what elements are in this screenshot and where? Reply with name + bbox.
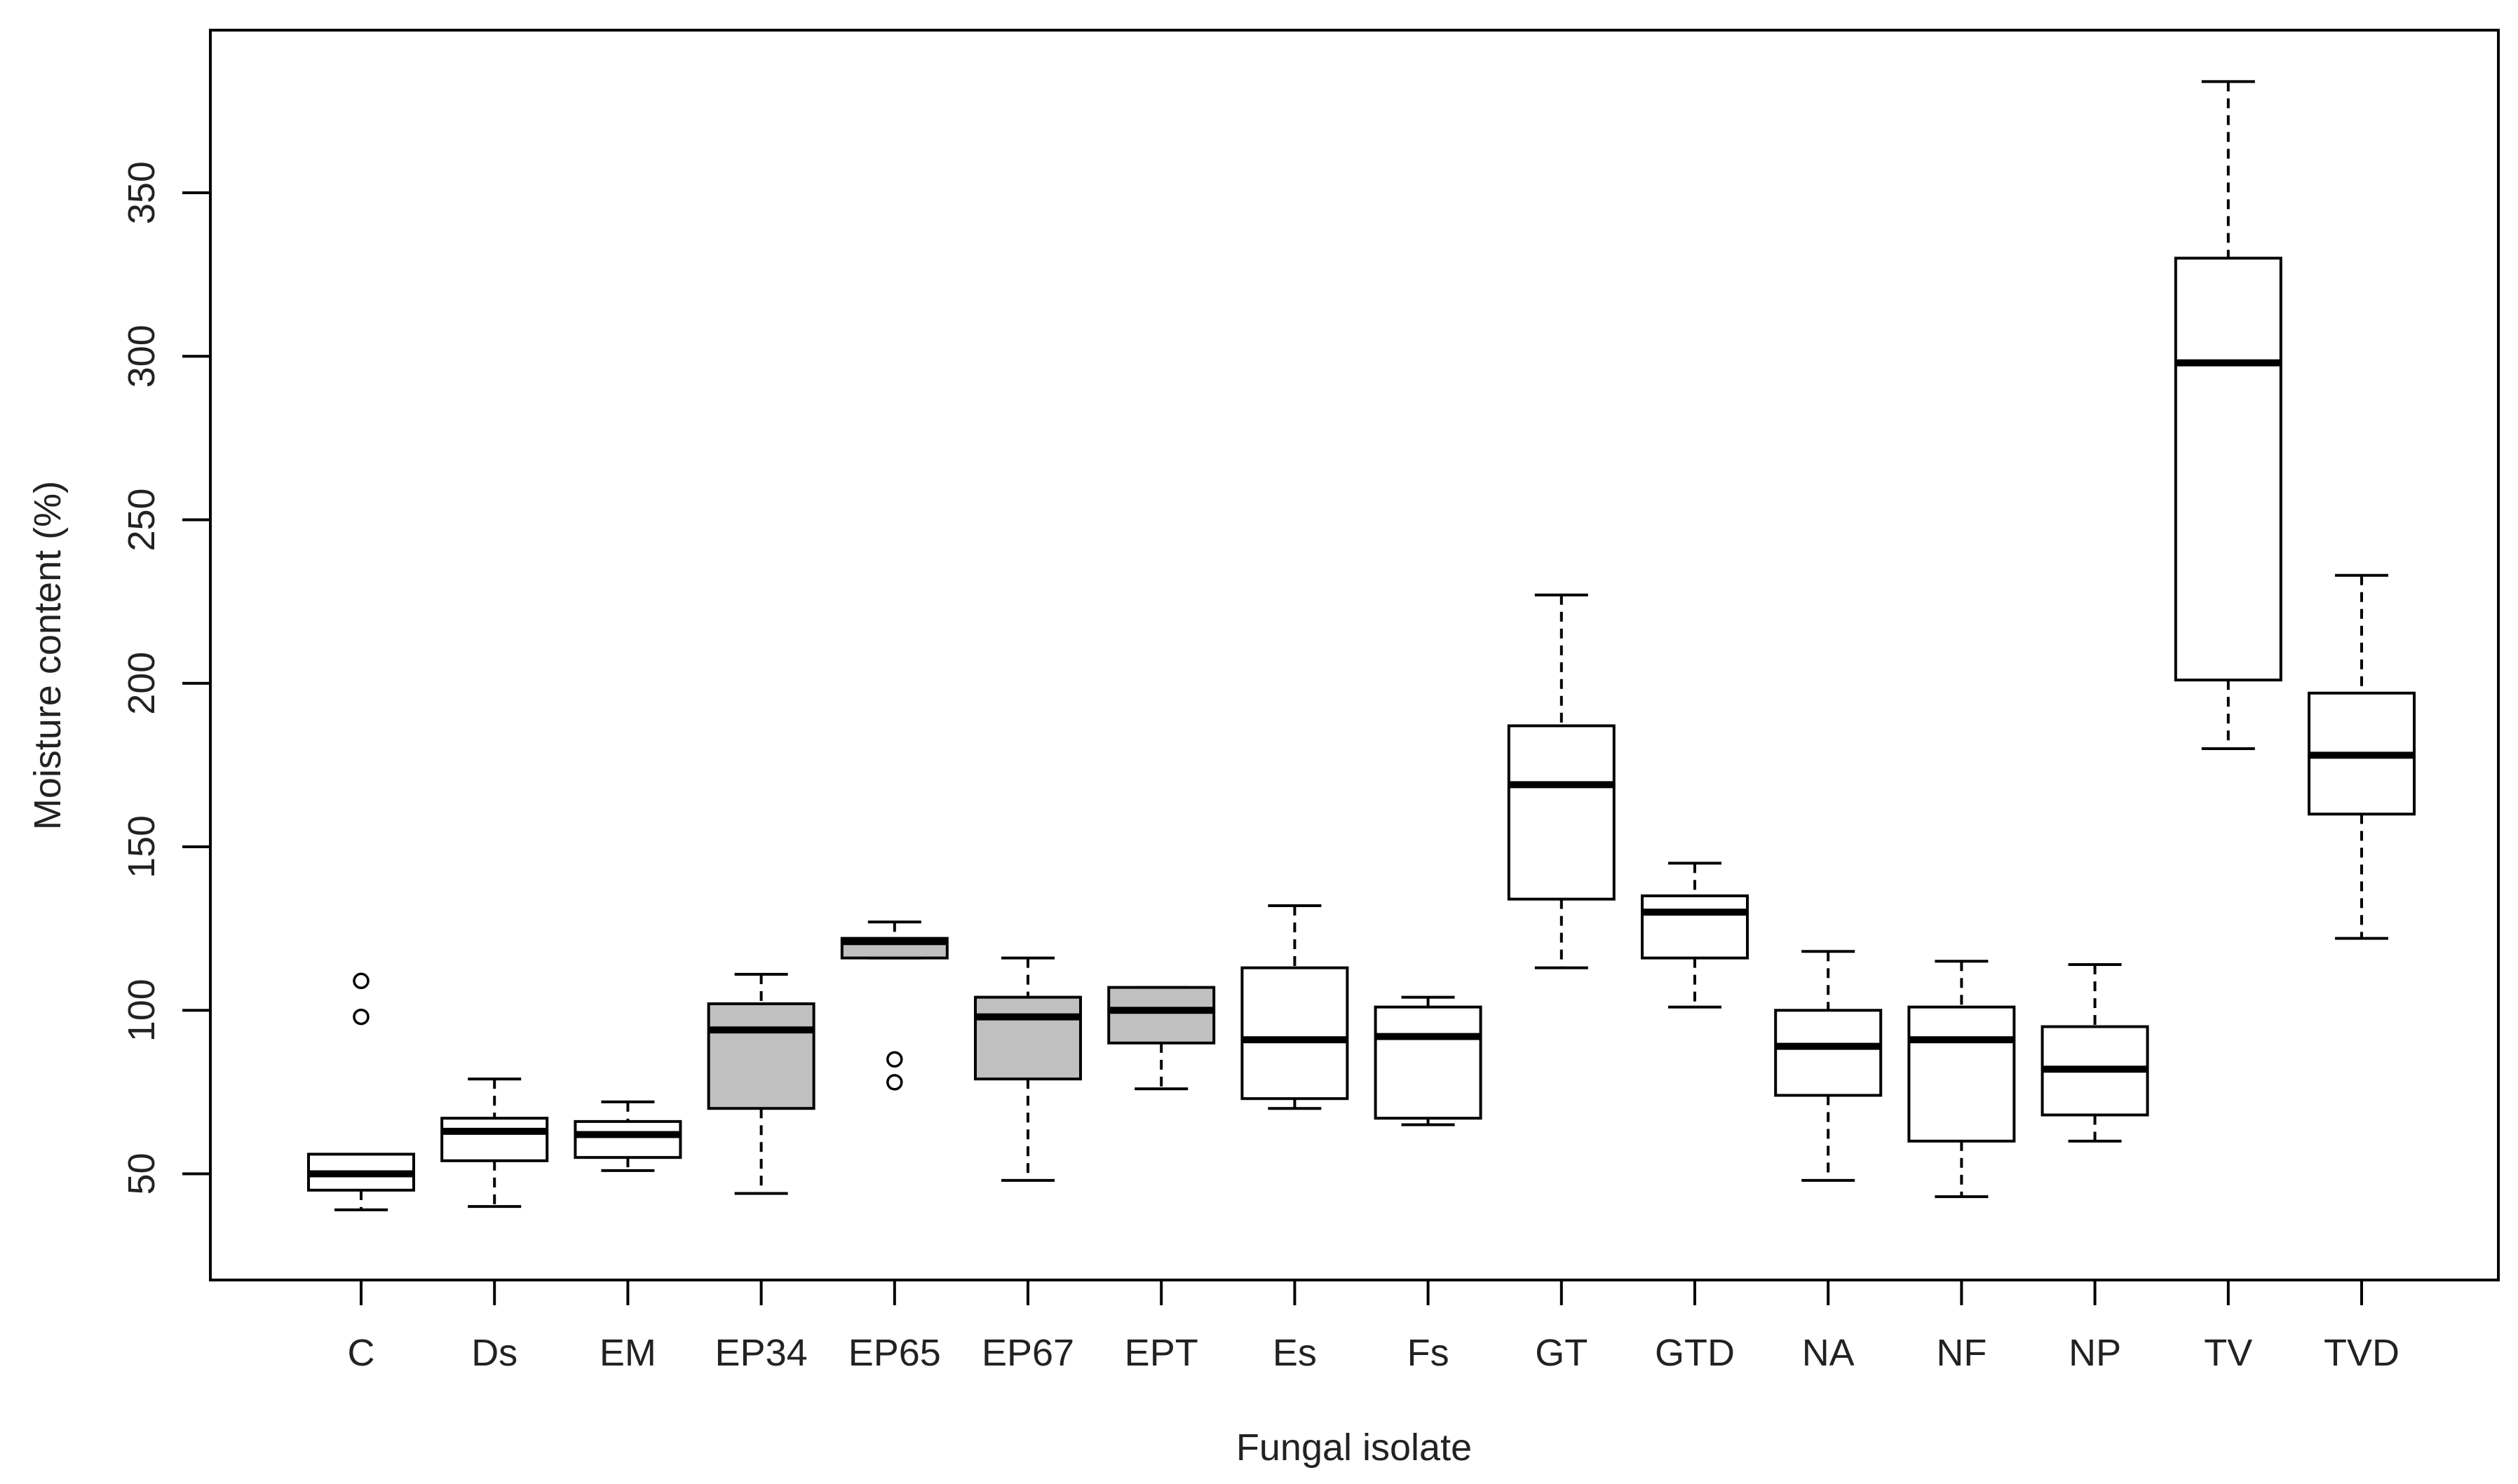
box-gtd bbox=[1641, 862, 1749, 1009]
x-tick-label: TV bbox=[2204, 1332, 2252, 1374]
y-tick-label: 150 bbox=[121, 815, 163, 878]
box-ept bbox=[1107, 986, 1216, 1091]
x-tick-label: EPT bbox=[1125, 1332, 1198, 1374]
x-tick-label: C bbox=[348, 1332, 375, 1374]
x-tick-label: EP67 bbox=[982, 1332, 1074, 1374]
box-ep67 bbox=[974, 956, 1082, 1182]
y-tick-label: 350 bbox=[121, 161, 163, 224]
x-tick-label: GT bbox=[1535, 1332, 1588, 1374]
outlier-point bbox=[886, 1051, 903, 1068]
y-tick-label: 250 bbox=[121, 488, 163, 551]
box-nf bbox=[1907, 960, 2016, 1199]
x-tick-label: Ds bbox=[471, 1332, 517, 1374]
box-na bbox=[1774, 950, 1883, 1182]
box-np bbox=[2040, 962, 2149, 1143]
box-gt bbox=[1507, 593, 1616, 969]
x-tick-label: Es bbox=[1273, 1332, 1317, 1374]
iqr-box bbox=[1374, 1005, 1482, 1120]
x-tick-label: NA bbox=[1802, 1332, 1855, 1374]
y-tick-label: 50 bbox=[121, 1152, 163, 1194]
x-tick-label: EP65 bbox=[848, 1332, 941, 1374]
box-ep65 bbox=[840, 920, 949, 1091]
box-ep34 bbox=[707, 972, 815, 1195]
x-tick-label: GTD bbox=[1655, 1332, 1735, 1374]
x-tick-label: TVD bbox=[2324, 1332, 2399, 1374]
box-c bbox=[307, 972, 415, 1211]
box-em bbox=[574, 1100, 682, 1172]
y-tick-label: 300 bbox=[121, 325, 163, 388]
iqr-box bbox=[1107, 986, 1216, 1044]
x-tick-label: Fs bbox=[1407, 1332, 1449, 1374]
iqr-box bbox=[1507, 724, 1616, 901]
x-tick-label: EP34 bbox=[715, 1332, 808, 1374]
y-tick-label: 200 bbox=[121, 652, 163, 715]
outlier-point bbox=[886, 1074, 903, 1091]
box-tvd bbox=[2308, 573, 2416, 940]
outlier-point bbox=[353, 972, 370, 990]
iqr-box bbox=[1641, 894, 1749, 960]
iqr-box bbox=[974, 995, 1082, 1081]
x-tick-label: NP bbox=[2069, 1332, 2121, 1374]
boxes bbox=[307, 80, 2416, 1211]
iqr-box bbox=[707, 1002, 815, 1110]
box-tv bbox=[2174, 80, 2282, 751]
box-ds bbox=[440, 1077, 549, 1209]
x-tick-label: EM bbox=[600, 1332, 656, 1374]
x-tick-label: NF bbox=[1936, 1332, 1986, 1374]
y-axis-title: Moisture content (%) bbox=[27, 481, 69, 830]
iqr-box bbox=[1774, 1009, 1883, 1097]
y-tick-label: 100 bbox=[121, 979, 163, 1042]
outlier-point bbox=[353, 1008, 370, 1026]
iqr-box bbox=[440, 1117, 549, 1162]
box-fs bbox=[1374, 995, 1482, 1126]
plot-area-frame bbox=[209, 29, 2500, 1281]
iqr-box bbox=[574, 1119, 682, 1159]
iqr-box bbox=[1907, 1005, 2016, 1143]
x-axis-title: Fungal isolate bbox=[1236, 1427, 1472, 1469]
x-axis: C Ds EM EP34 EP65 EP67 EPT Es Fs GT GTD NA NF NP TV TVD bbox=[348, 1279, 2399, 1374]
box-es bbox=[1240, 904, 1349, 1110]
iqr-box bbox=[1240, 966, 1349, 1101]
y-axis: 50 100 150 200 250 300 350 bbox=[121, 161, 212, 1195]
iqr-box bbox=[2174, 257, 2282, 682]
